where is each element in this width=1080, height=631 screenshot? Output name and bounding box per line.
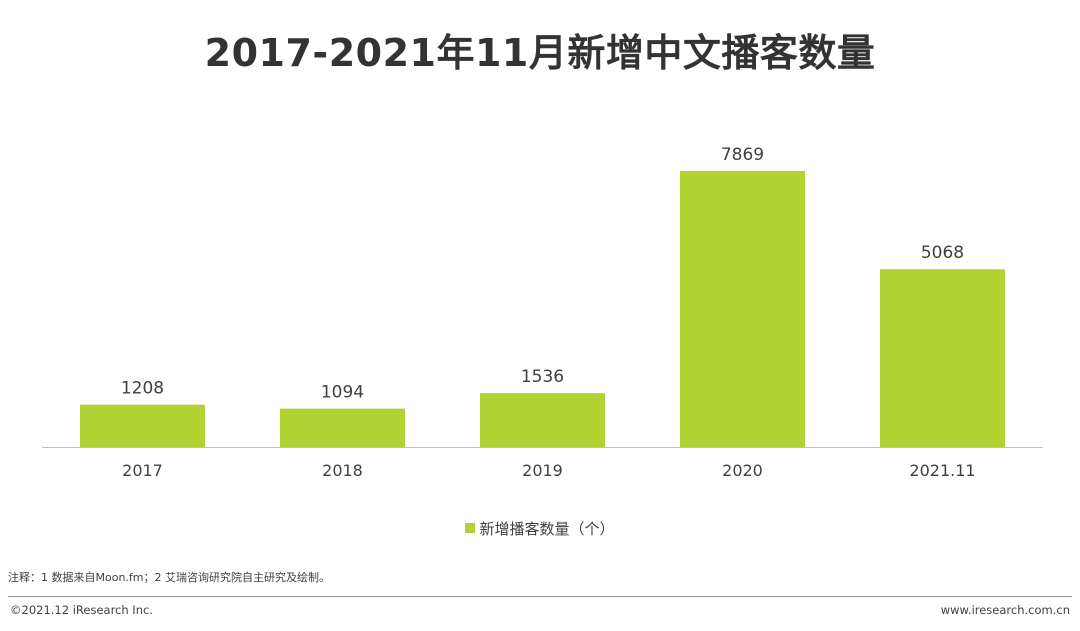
bar-2020 <box>680 171 805 447</box>
x-tick-label-2021.11: 2021.11 <box>909 461 975 480</box>
bar-2018 <box>280 408 405 447</box>
data-label-2017: 1208 <box>121 379 164 399</box>
bar-2019 <box>480 393 605 447</box>
data-label-2020: 7869 <box>721 145 764 165</box>
legend-label: 新增播客数量（个） <box>479 520 615 538</box>
x-tick-label-2018: 2018 <box>322 461 363 480</box>
bar-2021.11 <box>880 269 1005 447</box>
legend: 新增播客数量（个） <box>0 518 1080 539</box>
website-link[interactable]: www.iresearch.com.cn <box>940 603 1070 617</box>
data-label-2018: 1094 <box>321 383 364 403</box>
x-tick-label-2019: 2019 <box>522 461 563 480</box>
x-tick-label-2017: 2017 <box>122 461 163 480</box>
source-note: 注释：1 数据来自Moon.fm；2 艾瑞咨询研究院自主研究及绘制。 <box>8 571 330 584</box>
data-label-2019: 1536 <box>521 367 564 387</box>
legend-swatch <box>465 523 476 533</box>
copyright-text: ©2021.12 iResearch Inc. <box>10 603 153 617</box>
bar-2017 <box>80 404 205 447</box>
footer-divider <box>8 596 1072 597</box>
bar-chart: 1208 2017 1094 2018 1536 2019 7869 2020 5068 2021… <box>42 145 1043 480</box>
x-tick-label-2020: 2020 <box>722 461 763 480</box>
chart-title: 2017-2021年11月新增中文播客数量 <box>204 31 876 75</box>
data-label-2021.11: 5068 <box>921 243 964 263</box>
